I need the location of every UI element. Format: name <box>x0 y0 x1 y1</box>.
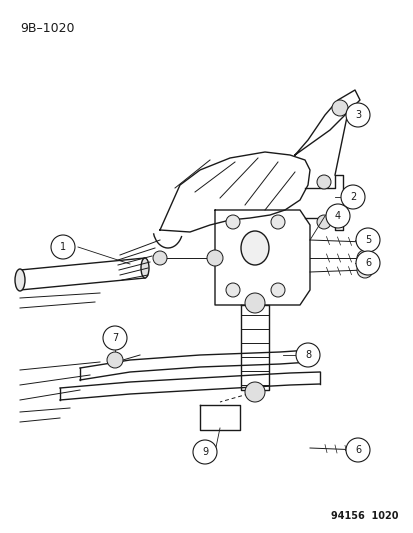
Circle shape <box>345 438 369 462</box>
Ellipse shape <box>240 231 268 265</box>
Circle shape <box>107 352 123 368</box>
Text: 7: 7 <box>112 333 118 343</box>
Text: 6: 6 <box>354 445 360 455</box>
Ellipse shape <box>141 258 149 278</box>
Text: 5: 5 <box>364 235 370 245</box>
Text: 94156  1020: 94156 1020 <box>331 511 398 521</box>
Circle shape <box>356 234 372 250</box>
Circle shape <box>316 175 330 189</box>
Text: 9B–1020: 9B–1020 <box>20 22 74 35</box>
Circle shape <box>271 215 284 229</box>
Circle shape <box>351 442 367 458</box>
Ellipse shape <box>15 269 25 291</box>
Circle shape <box>206 250 223 266</box>
Text: 9: 9 <box>202 447 208 457</box>
Circle shape <box>345 103 369 127</box>
Circle shape <box>356 262 372 278</box>
Circle shape <box>51 235 75 259</box>
Circle shape <box>192 440 216 464</box>
Circle shape <box>153 251 166 265</box>
Circle shape <box>244 382 264 402</box>
Circle shape <box>271 283 284 297</box>
Circle shape <box>355 251 379 275</box>
Circle shape <box>225 283 240 297</box>
Circle shape <box>295 343 319 367</box>
Circle shape <box>225 215 240 229</box>
Text: 4: 4 <box>334 211 340 221</box>
Text: 3: 3 <box>354 110 360 120</box>
Circle shape <box>355 228 379 252</box>
Circle shape <box>340 185 364 209</box>
Circle shape <box>103 326 127 350</box>
Text: 1: 1 <box>60 242 66 252</box>
Text: 8: 8 <box>304 350 310 360</box>
Text: 6: 6 <box>364 258 370 268</box>
Text: 2: 2 <box>349 192 355 202</box>
Circle shape <box>325 204 349 228</box>
Circle shape <box>331 100 347 116</box>
Circle shape <box>356 250 372 266</box>
Circle shape <box>316 215 330 229</box>
Circle shape <box>244 293 264 313</box>
